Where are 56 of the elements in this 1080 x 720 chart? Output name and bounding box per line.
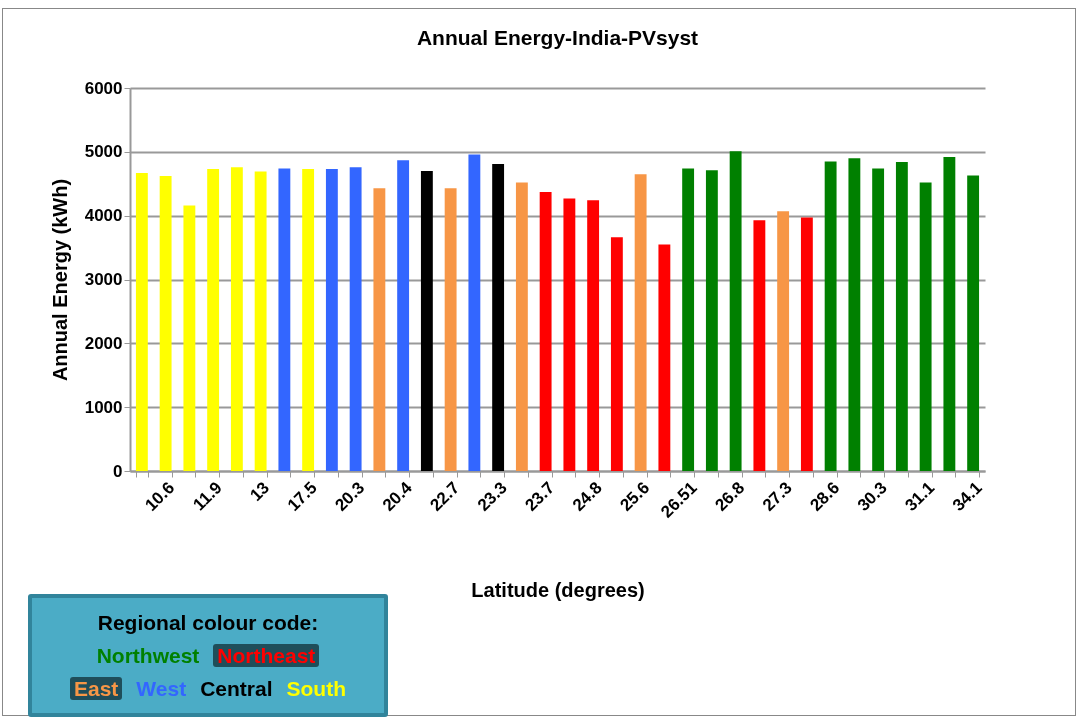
bar [587,200,600,471]
bar [872,168,885,471]
bar [373,188,386,471]
bar [325,169,338,471]
bar [800,217,813,471]
bar [705,170,718,471]
bar [444,188,457,471]
bar [254,171,267,471]
y-tick-label: 4000 [84,206,123,226]
bar [539,192,552,471]
bar [420,170,433,471]
bar [302,169,315,471]
bar [492,163,505,471]
y-axis-title: Annual Energy (kWh) [48,178,71,382]
text: Northwest [96,644,200,667]
text: East [70,677,123,700]
bar [183,205,196,471]
bar [563,198,576,471]
bar [919,182,932,471]
bar [515,182,528,471]
bar [753,220,766,471]
y-tick-label: 1000 [84,397,123,417]
bar [943,156,956,471]
x-tick-label: 13 [246,478,274,505]
bar [658,244,671,471]
bar [207,169,220,471]
x-tick-label: 31.1 [901,478,939,515]
x-tick-label: 34.1 [948,478,986,515]
text: Northeast [213,644,320,667]
bar [135,172,148,471]
bar [634,174,647,471]
bar [397,160,410,471]
bar [777,211,790,471]
bar [824,161,837,471]
bar [848,158,861,471]
bar [278,168,291,471]
bar [349,167,362,471]
bar [468,154,481,471]
y-tick-label: 5000 [84,142,123,162]
bar [967,175,980,471]
text: South [286,677,346,700]
y-tick-label: 3000 [84,270,123,289]
bar [682,168,695,471]
y-tick-label: 6000 [84,78,123,98]
y-tick-label: 0 [113,461,123,481]
x-axis-title: Latitude (degrees) [471,578,645,601]
legend-title: Regional colour code: [96,610,320,636]
chart-title: Annual Energy-India-PVsyst [416,26,699,49]
bar [159,176,172,471]
bar [230,167,243,471]
bar [610,237,623,471]
bar [729,151,742,471]
text: West [136,677,187,700]
bar [895,162,908,471]
y-tick-label: 2000 [84,333,123,353]
text: Central [200,677,273,700]
